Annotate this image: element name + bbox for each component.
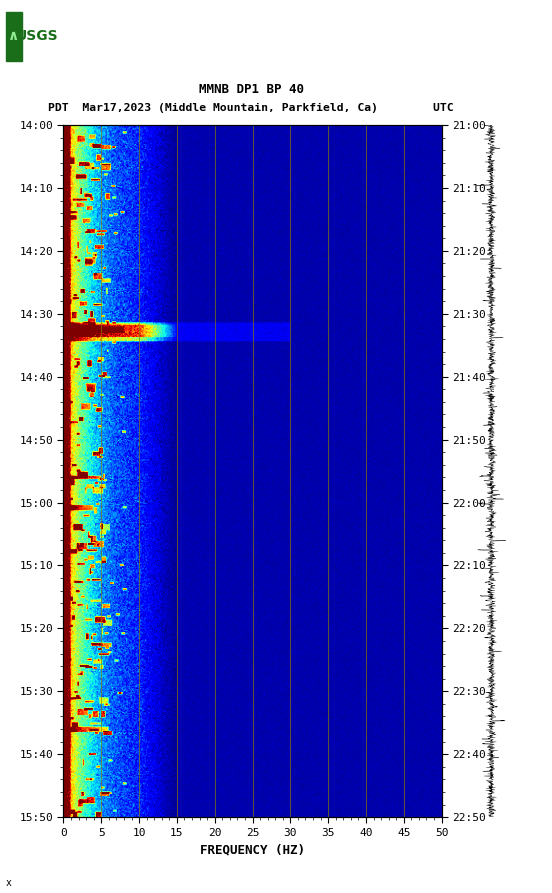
X-axis label: FREQUENCY (HZ): FREQUENCY (HZ) [200,843,305,856]
Text: PDT  Mar17,2023 (Middle Mountain, Parkfield, Ca)        UTC: PDT Mar17,2023 (Middle Mountain, Parkfie… [49,104,454,113]
Text: MMNB DP1 BP 40: MMNB DP1 BP 40 [199,82,304,96]
Bar [6,12,22,61]
Text: x: x [6,878,12,888]
Text: ∧: ∧ [8,29,19,43]
Text: USGS: USGS [16,29,59,43]
